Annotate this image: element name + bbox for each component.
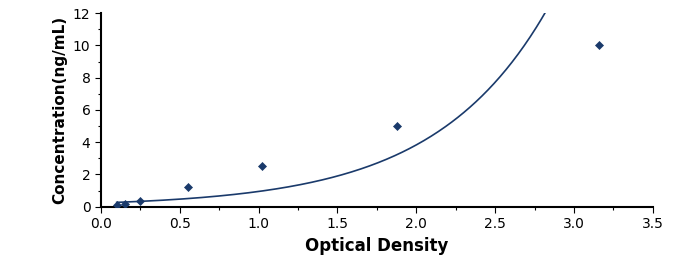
X-axis label: Optical Density: Optical Density	[305, 237, 449, 255]
Y-axis label: Concentration(ng/mL): Concentration(ng/mL)	[52, 16, 67, 204]
